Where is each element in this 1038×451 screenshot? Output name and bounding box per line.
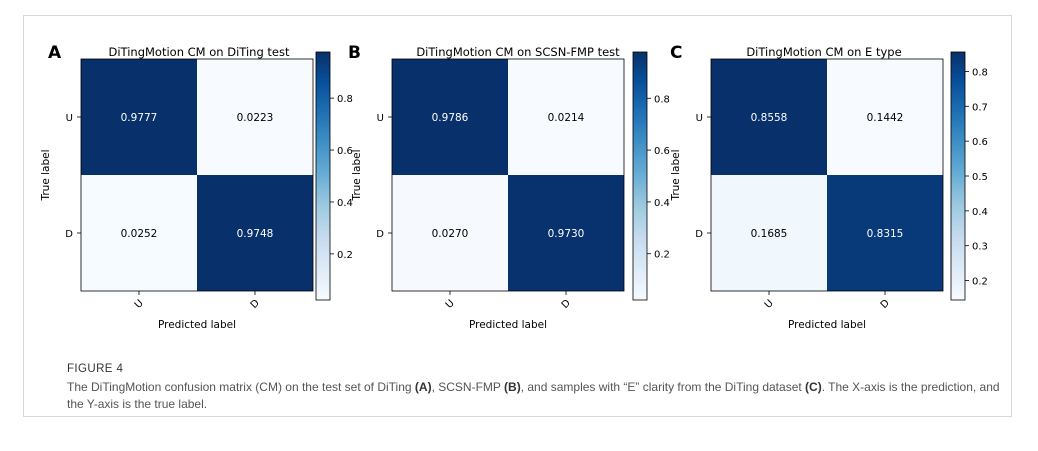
colorbar-tick-label: 0.6: [337, 146, 353, 157]
caption-heading: FIGURE 4: [67, 363, 124, 375]
cell-value-label: 0.0270: [432, 228, 469, 240]
cell-value-label: 0.9748: [237, 228, 274, 240]
colorbar-tick-label: 0.2: [337, 250, 353, 261]
matrix-frame: [391, 58, 625, 292]
x-axis-label: Predicted label: [158, 319, 236, 331]
figure-container: A DiTingMotion CM on DiTing test 0.9777 0.0…: [23, 15, 1012, 417]
matrix-frame: [710, 58, 944, 292]
cell-value-label: 0.9786: [432, 112, 469, 124]
colorbar-tick-label: 0.8: [337, 94, 353, 105]
y-tick-label: D: [376, 229, 384, 240]
x-axis-label: Predicted label: [788, 319, 866, 331]
cell-value-label: 0.8558: [751, 112, 788, 124]
chart-title: DiTingMotion CM on SCSN-FMP test: [416, 45, 620, 59]
cell-value-label: 0.0252: [121, 228, 158, 240]
matrix-cell-d-d: [827, 175, 943, 291]
matrix-cell-u-d: [508, 59, 624, 175]
chart-title: DiTingMotion CM on DiTing test: [109, 45, 290, 59]
y-axis-label: True label: [40, 149, 52, 201]
cell-value-label: 0.8315: [867, 228, 904, 240]
cell-value-label: 0.0214: [548, 112, 585, 124]
x-tick-label: D: [560, 298, 573, 311]
x-tick-label: U: [133, 298, 146, 311]
colorbar: [632, 51, 648, 301]
cell-value-label: 0.9777: [121, 112, 158, 124]
matrix-cell-d-u: [711, 175, 827, 291]
caption-text-3: , and samples with “E” clarity from the …: [520, 380, 806, 394]
colorbar-tick-label: 0.8: [654, 94, 670, 105]
colorbar-tick-label: 0.5: [972, 172, 988, 183]
caption-ref-c: (C): [805, 380, 822, 394]
x-tick-label: D: [879, 298, 892, 311]
colorbar-tick-label: 0.4: [337, 198, 353, 209]
caption-ref-b: (B): [504, 380, 521, 394]
y-tick-label: U: [696, 113, 703, 124]
colorbar-tick-label: 0.8: [972, 67, 988, 78]
colorbar-tick-label: 0.4: [654, 198, 670, 209]
caption-text-2: , SCSN-FMP: [431, 380, 505, 394]
matrix-frame: [80, 58, 314, 292]
matrix-cell-d-u: [392, 175, 508, 291]
matrix-cell-u-u: [81, 59, 197, 175]
matrix-cell-d-u: [81, 175, 197, 291]
matrix-cell-d-d: [508, 175, 624, 291]
panel-letter-a: A: [48, 43, 62, 63]
colorbar-tick-label: 0.6: [654, 146, 670, 157]
cell-value-label: 0.1685: [751, 228, 788, 240]
colorbar-tick-label: 0.4: [972, 207, 988, 218]
x-tick-label: U: [763, 298, 776, 311]
colorbar: [315, 51, 331, 301]
x-axis-label: Predicted label: [469, 319, 547, 331]
x-tick-label: U: [444, 298, 457, 311]
colorbar-tick-label: 0.2: [654, 250, 670, 261]
colorbar-tick-label: 0.7: [972, 102, 988, 113]
y-axis-label: True label: [670, 149, 682, 201]
y-tick-label: D: [65, 229, 73, 240]
caption-ref-a: (A): [414, 380, 432, 394]
panel-letter-c: C: [670, 43, 682, 63]
panel-letter-b: B: [348, 43, 361, 63]
colorbar-tick-label: 0.6: [972, 137, 988, 148]
cell-value-label: 0.1442: [867, 112, 904, 124]
caption-text-1: The DiTingMotion confusion matrix (CM) o…: [67, 380, 415, 394]
x-tick-label: D: [249, 298, 262, 311]
matrix-cell-d-d: [197, 175, 313, 291]
chart-title: DiTingMotion CM on E type: [746, 45, 901, 59]
cell-value-label: 0.9730: [548, 228, 585, 240]
y-tick-label: U: [66, 113, 73, 124]
colorbar-tick-label: 0.2: [972, 277, 988, 288]
y-tick-label: D: [695, 229, 703, 240]
y-axis-label: True label: [351, 149, 363, 201]
figure-caption: FIGURE 4 The DiTingMotion confusion matr…: [67, 363, 1007, 413]
y-tick-label: U: [377, 113, 384, 124]
matrix-cell-u-d: [827, 59, 943, 175]
colorbar: [950, 51, 966, 301]
confusion-matrix-charts: A DiTingMotion CM on DiTing test 0.9777 0.0…: [40, 43, 988, 331]
cell-value-label: 0.0223: [237, 112, 274, 124]
matrix-cell-u-u: [711, 59, 827, 175]
caption-body: The DiTingMotion confusion matrix (CM) o…: [67, 379, 1007, 413]
caption-text-4: . The X-axis is the prediction, and the …: [67, 380, 1000, 411]
matrix-cell-u-d: [197, 59, 313, 175]
colorbar-tick-label: 0.3: [972, 242, 988, 253]
matrix-cell-u-u: [392, 59, 508, 175]
